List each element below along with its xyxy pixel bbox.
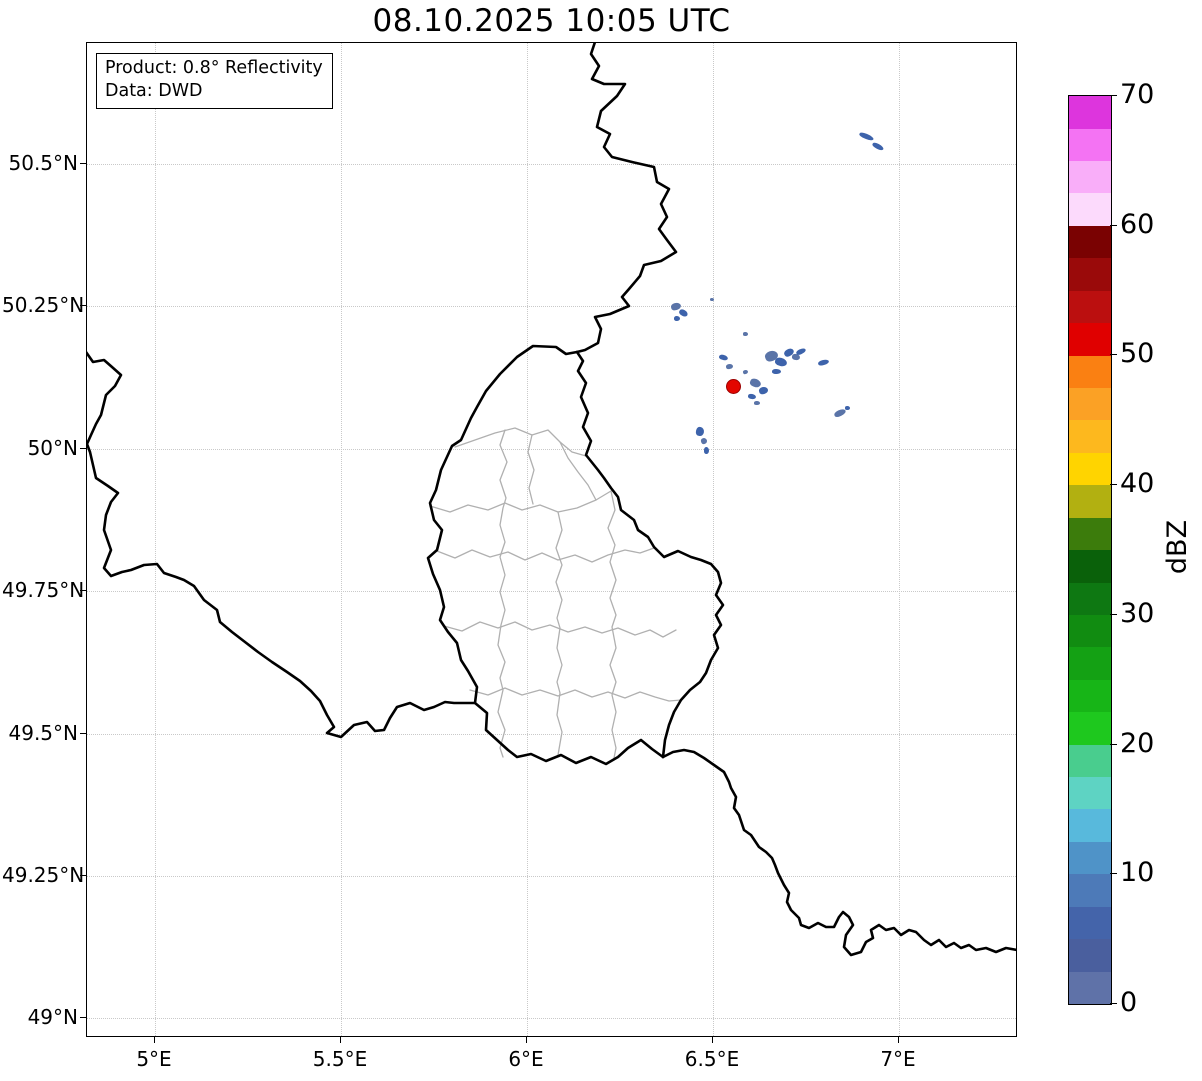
lat-tick-label: 50°N xyxy=(27,436,78,460)
colorbar xyxy=(1068,95,1112,1005)
lon-tick-mark xyxy=(340,1037,341,1043)
colorbar-tick-label: 20 xyxy=(1120,727,1155,759)
colorbar-band xyxy=(1069,841,1111,875)
radar-echo-blob xyxy=(710,297,714,301)
colorbar-band xyxy=(1069,96,1111,129)
radar-station-marker xyxy=(725,378,741,394)
radar-echo-blob xyxy=(742,332,748,336)
colorbar-tick-mark xyxy=(1110,95,1117,96)
colorbar-band xyxy=(1069,452,1111,486)
colorbar-band xyxy=(1069,420,1111,453)
radar-echo-blob xyxy=(754,401,760,405)
colorbar-tick-mark xyxy=(1110,1003,1117,1004)
colorbar-band xyxy=(1069,939,1111,972)
colorbar-band xyxy=(1069,550,1111,583)
lat-tick-mark xyxy=(80,305,86,306)
colorbar-tick-mark xyxy=(1110,484,1117,486)
gridline-horizontal xyxy=(87,449,1016,450)
lon-tick-label: 5°E xyxy=(136,1047,172,1071)
colorbar-band xyxy=(1069,809,1111,842)
radar-echo-blob xyxy=(725,362,733,370)
colorbar-tick-mark xyxy=(1110,743,1117,745)
annotation-source: Data: DWD xyxy=(105,81,203,102)
colorbar-band xyxy=(1069,744,1111,778)
lat-tick-mark xyxy=(80,448,86,449)
lat-tick-mark xyxy=(80,590,86,591)
colorbar-tick-label: 50 xyxy=(1120,338,1155,370)
colorbar-band xyxy=(1069,128,1111,162)
gridline-vertical xyxy=(713,43,714,1036)
colorbar-tick-label: 30 xyxy=(1120,597,1155,629)
colorbar-band xyxy=(1069,290,1111,324)
radar-echo-blob xyxy=(703,446,709,454)
lon-tick-label: 6°E xyxy=(508,1047,544,1071)
colorbar-band xyxy=(1069,517,1111,551)
colorbar-band xyxy=(1069,647,1111,680)
lat-tick-label: 49.5°N xyxy=(8,721,79,745)
colorbar-tick-mark xyxy=(1110,873,1117,875)
colorbar-tick-label: 0 xyxy=(1120,987,1138,1018)
lon-tick-mark xyxy=(526,1037,527,1043)
gridline-horizontal xyxy=(87,734,1016,735)
colorbar-band xyxy=(1069,712,1111,745)
colorbar-band xyxy=(1069,355,1111,388)
gridline-vertical xyxy=(341,43,342,1036)
lat-tick-mark xyxy=(80,733,86,734)
colorbar-unit-label: dBZ xyxy=(1162,519,1193,575)
map-area xyxy=(86,42,1017,1037)
gridline-horizontal xyxy=(87,1018,1016,1019)
gridline-vertical xyxy=(527,43,528,1036)
lat-tick-mark xyxy=(80,875,86,876)
gridline-horizontal xyxy=(87,591,1016,592)
gridline-horizontal xyxy=(87,306,1016,307)
gridline-horizontal xyxy=(87,164,1016,165)
lat-tick-mark xyxy=(80,1017,86,1018)
colorbar-band xyxy=(1069,161,1111,194)
lon-tick-label: 7°E xyxy=(880,1047,916,1071)
lat-tick-label: 49.25°N xyxy=(2,863,85,887)
lon-tick-mark xyxy=(712,1037,713,1043)
colorbar-band xyxy=(1069,225,1111,259)
colorbar-band xyxy=(1069,679,1111,713)
radar-echo-blob xyxy=(674,315,680,321)
colorbar-tick-label: 60 xyxy=(1120,208,1155,240)
lat-tick-label: 49°N xyxy=(27,1005,78,1029)
colorbar-band xyxy=(1069,971,1111,1004)
colorbar-band xyxy=(1069,874,1111,907)
colorbar-tick-label: 40 xyxy=(1120,468,1155,500)
annotation-product: Product: 0.8° Reflectivity xyxy=(105,58,323,78)
colorbar-band xyxy=(1069,582,1111,615)
colorbar-tick-mark xyxy=(1110,354,1117,356)
radar-echo-blob xyxy=(844,406,850,410)
colorbar-band xyxy=(1069,193,1111,226)
annotation-box: Product: 0.8° Reflectivity Data: DWD xyxy=(96,53,333,110)
colorbar-tick-mark xyxy=(1110,613,1117,615)
lat-tick-label: 49.75°N xyxy=(2,578,85,602)
colorbar-band xyxy=(1069,906,1111,940)
colorbar-band xyxy=(1069,323,1111,356)
colorbar-tick-label: 10 xyxy=(1120,857,1155,889)
lat-tick-label: 50.25°N xyxy=(2,293,85,317)
lat-tick-label: 50.5°N xyxy=(8,151,79,175)
colorbar-band xyxy=(1069,777,1111,810)
gridline-vertical xyxy=(155,43,156,1036)
gridline-horizontal xyxy=(87,876,1016,877)
colorbar-tick-mark xyxy=(1110,224,1117,226)
colorbar-band xyxy=(1069,258,1111,291)
gridline-vertical xyxy=(899,43,900,1036)
lat-tick-mark xyxy=(80,163,86,164)
colorbar-tick-label: 70 xyxy=(1120,79,1155,110)
lon-tick-label: 5.5°E xyxy=(312,1047,368,1071)
lon-tick-mark xyxy=(898,1037,899,1043)
colorbar-band xyxy=(1069,485,1111,518)
colorbar-band xyxy=(1069,614,1111,648)
lon-tick-label: 6.5°E xyxy=(684,1047,740,1071)
lon-tick-mark xyxy=(154,1037,155,1043)
radar-echo-blob xyxy=(771,368,781,374)
plot-title: 08.10.2025 10:05 UTC xyxy=(372,3,731,39)
colorbar-band xyxy=(1069,387,1111,421)
